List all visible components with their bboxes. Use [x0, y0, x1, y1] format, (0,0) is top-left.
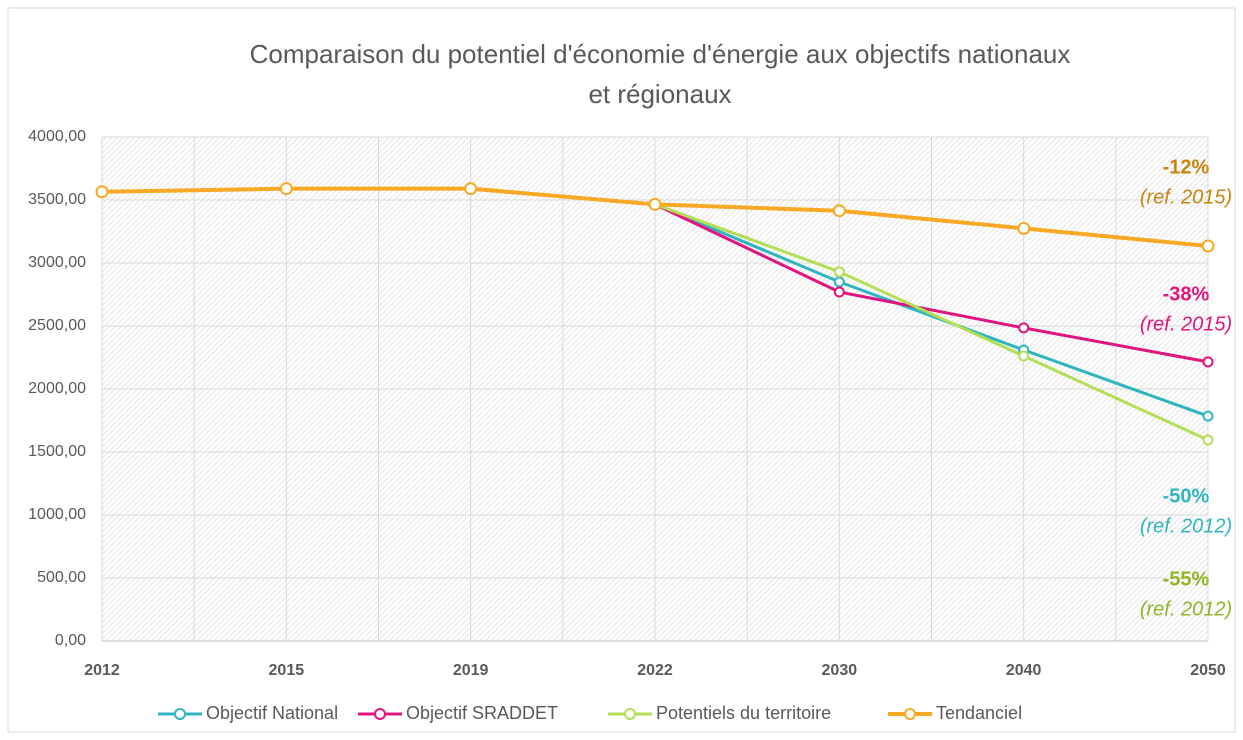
annotation-value: -55%	[1163, 568, 1210, 590]
data-point	[833, 266, 845, 278]
legend-label: Tendanciel	[936, 703, 1022, 723]
y-tick-label: 3000,00	[28, 254, 86, 271]
x-tick-label: 2050	[1190, 662, 1226, 679]
legend-label: Objectif SRADDET	[406, 703, 558, 723]
x-tick-label: 2022	[637, 662, 673, 679]
data-point	[1018, 350, 1030, 362]
data-point	[833, 276, 845, 288]
annotation-value: -12%	[1163, 156, 1210, 178]
legend-label: Potentiels du territoire	[656, 703, 831, 723]
x-tick-label: 2015	[269, 662, 305, 679]
annotation-value: -38%	[1163, 283, 1210, 305]
data-point	[464, 182, 478, 196]
x-tick-label: 2019	[453, 662, 489, 679]
data-point	[1017, 221, 1031, 235]
chart-title: et régionaux	[588, 79, 731, 109]
chart-title: Comparaison du potentiel d'économie d'én…	[250, 39, 1071, 69]
y-tick-label: 4000,00	[28, 128, 86, 145]
legend-marker	[174, 708, 186, 720]
data-point	[1018, 322, 1030, 334]
y-tick-label: 1500,00	[28, 443, 86, 460]
y-tick-label: 2000,00	[28, 380, 86, 397]
annotation-note: (ref. 2015)	[1140, 186, 1232, 208]
data-point	[833, 286, 845, 298]
data-point	[95, 185, 109, 199]
legend-marker	[904, 708, 916, 720]
x-tick-label: 2012	[84, 662, 120, 679]
y-tick-label: 2500,00	[28, 317, 86, 334]
x-tick-label: 2040	[1006, 662, 1042, 679]
y-tick-label: 1000,00	[28, 506, 86, 523]
annotation-value: -50%	[1163, 485, 1210, 507]
y-tick-label: 0,00	[55, 632, 86, 649]
data-point	[279, 182, 293, 196]
y-tick-label: 3500,00	[28, 191, 86, 208]
x-tick-label: 2030	[822, 662, 858, 679]
legend-marker	[374, 708, 386, 720]
data-point	[1202, 356, 1214, 368]
data-point	[648, 197, 662, 211]
data-point	[1202, 434, 1214, 446]
data-point	[1201, 239, 1215, 253]
annotation-note: (ref. 2012)	[1140, 515, 1232, 537]
data-point	[1202, 410, 1214, 422]
annotation-note: (ref. 2015)	[1140, 313, 1232, 335]
legend-marker	[624, 708, 636, 720]
legend-label: Objectif National	[206, 703, 338, 723]
y-tick-label: 500,00	[37, 569, 86, 586]
data-point	[832, 204, 846, 218]
annotation-note: (ref. 2012)	[1140, 598, 1232, 620]
